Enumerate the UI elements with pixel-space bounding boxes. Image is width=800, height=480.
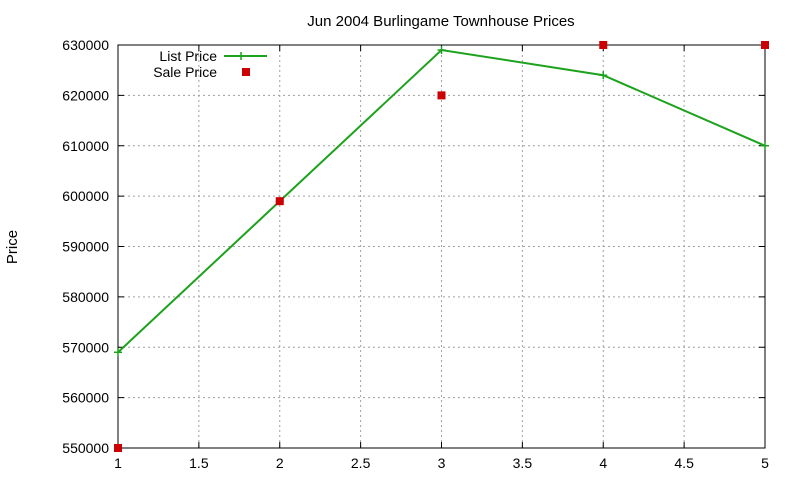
list-price-point [114,348,122,357]
legend-square-swatch [242,68,250,76]
sale-price-point [437,91,446,100]
x-tick-label: 1.5 [189,455,209,471]
y-tick-label: 600000 [62,188,109,204]
y-tick-label: 550000 [62,440,109,456]
sale-price-point [114,444,122,452]
ticks: 1 1.5 2 2.5 3 3.5 4 4.5 5 550000 560000 570000 58000… [62,37,769,471]
x-tick-label: 2 [276,455,284,471]
plot-frame [117,44,766,449]
x-tick-label: 5 [761,455,769,471]
x-tick-label: 3.5 [513,455,533,471]
y-axis-title: Price [4,230,21,264]
list-price-point [437,46,446,55]
y-tick-label: 570000 [62,339,109,355]
chart-title: Jun 2004 Burlingame Townhouse Prices [307,13,574,30]
x-tick-label: 4 [599,455,607,471]
x-tick-label: 4.5 [674,455,694,471]
legend-label: Sale Price [153,64,217,80]
y-tick-label: 630000 [62,37,109,53]
list-price-point [761,141,769,150]
x-tick-label: 3 [438,455,446,471]
sale-price-point [599,41,608,49]
legend-label: List Price [159,48,217,64]
grid [118,45,765,448]
x-tick-label: 1 [114,455,122,471]
y-tick-label: 620000 [62,87,109,103]
y-tick-label: 560000 [62,390,109,406]
series [114,41,769,452]
y-tick-label: 590000 [62,239,109,255]
sale-price-point [761,41,769,49]
list-price-point [599,71,608,80]
y-tick-label: 610000 [62,138,109,154]
x-tick-label: 2.5 [351,455,371,471]
y-tick-label: 580000 [62,289,109,305]
sale-price-point [275,197,284,206]
